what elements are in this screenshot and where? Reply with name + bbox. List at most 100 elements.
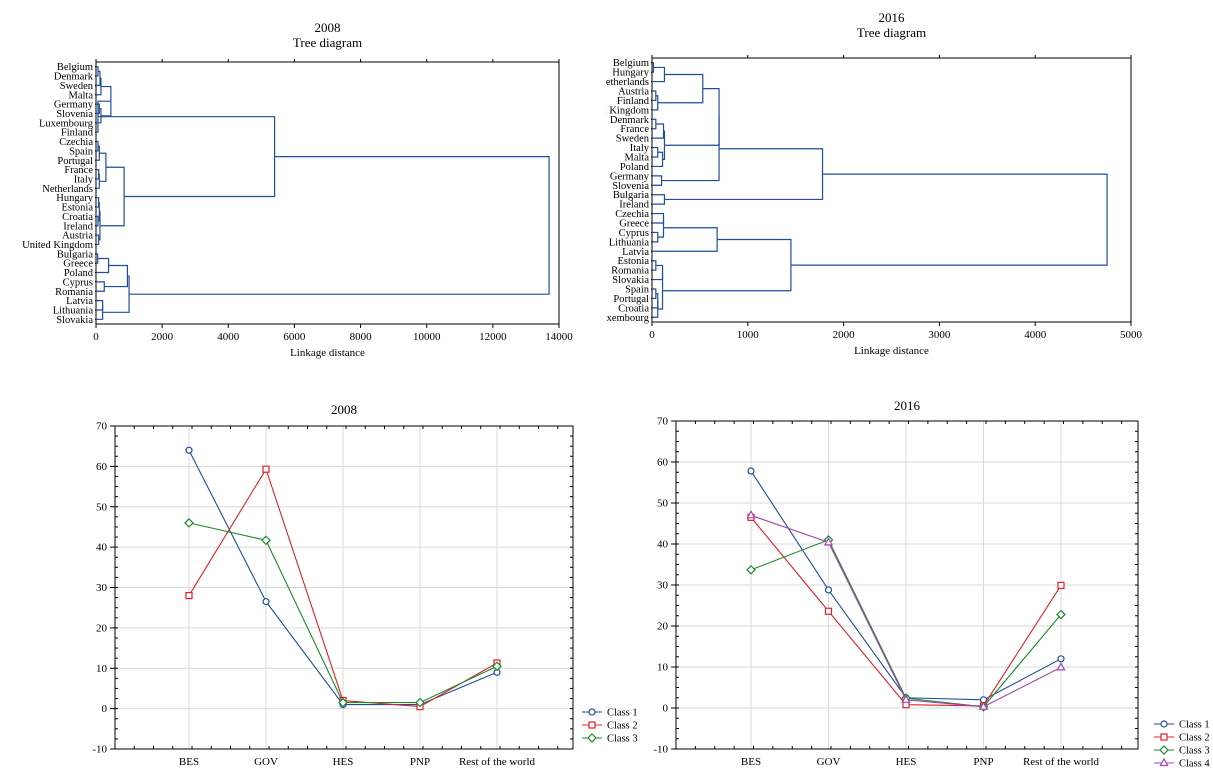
data-point xyxy=(184,518,194,528)
dendrogram-link xyxy=(652,288,657,300)
y-tick-label: 40 xyxy=(657,539,669,551)
plot-frame xyxy=(651,57,1132,323)
data-point xyxy=(185,591,193,600)
plot-frame xyxy=(95,61,560,325)
leaf-label: Ireland xyxy=(63,221,93,232)
x-tick-label: PNP xyxy=(973,756,993,768)
legend-label: Class 2 xyxy=(1179,733,1210,744)
chart-subtitle: Tree diagram xyxy=(857,25,926,40)
leaf-label: Spain xyxy=(69,146,94,157)
data-point xyxy=(1160,720,1168,728)
y-tick-label: 50 xyxy=(657,498,669,510)
y-tick-label: 10 xyxy=(657,662,669,674)
leaf-label: Poland xyxy=(620,162,650,173)
x-tick-label: HES xyxy=(333,756,354,768)
legend-label: Class 3 xyxy=(607,734,638,745)
plot-frame xyxy=(114,425,574,750)
data-point xyxy=(185,446,193,454)
leaf-label: Hungary xyxy=(56,193,93,204)
leaf-label: Estonia xyxy=(62,203,94,214)
leaf-label: Germany xyxy=(610,171,650,182)
chart-title: 2008 xyxy=(315,20,341,35)
y-tick-label: 0 xyxy=(102,703,108,715)
leaf-label: United Kingdom xyxy=(22,240,93,251)
series-class-4 xyxy=(746,510,1066,710)
data-point xyxy=(588,708,596,716)
x-tick-label: 0 xyxy=(649,329,655,341)
legend-entry: Class 1 xyxy=(582,708,638,719)
dendrogram-link xyxy=(664,88,720,146)
leaf-label: Belgium xyxy=(57,62,93,73)
data-point xyxy=(824,586,833,594)
dendrogram-link xyxy=(96,234,100,246)
leaf-label: Latvia xyxy=(622,247,649,258)
leaf-label: Netherlands xyxy=(606,77,649,88)
data-point xyxy=(747,467,755,475)
leaf-label: Hungary xyxy=(612,68,649,79)
dendrogram-link xyxy=(96,173,100,189)
data-point xyxy=(1159,757,1169,767)
y-tick-label: 30 xyxy=(657,580,669,592)
chart-line-2016: 2016 -10 0 10 20 30 40 50 60 70 BES GOV HES PNP Rest o… xyxy=(653,398,1210,770)
leaf-label: Romania xyxy=(611,266,649,277)
leaf-label: Spain xyxy=(625,285,650,296)
leaf-label: Slovenia xyxy=(612,181,649,192)
x-axis-label: Linkage distance xyxy=(854,345,929,357)
leaf-label: Luxembourg xyxy=(39,118,94,129)
legend-label: Class 1 xyxy=(607,708,638,719)
data-point xyxy=(587,733,597,743)
leaf-label: Austria xyxy=(618,87,649,98)
leaf-label: Italy xyxy=(74,174,94,185)
y-tick-label: 10 xyxy=(96,663,108,675)
chart-line-2008: 2008 -10 0 10 20 30 40 50 60 70 BES GOV HES PNP Rest o… xyxy=(92,402,638,768)
data-point xyxy=(262,598,270,606)
legend-label: Class 1 xyxy=(1179,720,1210,731)
x-tick-label: 2000 xyxy=(151,331,174,343)
leaf-label: Croatia xyxy=(618,303,649,314)
legend-label: Class 3 xyxy=(1179,746,1210,757)
leaf-label: Portugal xyxy=(613,294,649,305)
legend-entry: Class 3 xyxy=(1154,745,1210,757)
chart-title: 2016 xyxy=(879,10,906,25)
leaf-label: Sweden xyxy=(616,134,650,145)
dendrogram-link xyxy=(664,148,824,201)
leaf-label: Netherlands xyxy=(42,184,93,195)
dendrogram-link xyxy=(652,194,666,205)
y-tick-label: 50 xyxy=(96,501,108,513)
plot-frame xyxy=(675,420,1139,750)
y-tick-label: 30 xyxy=(96,582,108,594)
dendrogram-link xyxy=(662,130,666,160)
leaf-label: Denmark xyxy=(610,115,650,126)
leaf-label: Slovenia xyxy=(56,109,93,120)
x-tick-label: 4000 xyxy=(217,331,240,343)
leaf-label: Belgium xyxy=(613,58,649,69)
data-point xyxy=(824,607,833,615)
y-tick-label: 60 xyxy=(96,461,108,473)
dendrogram-link xyxy=(657,73,704,104)
leaf-label: Greece xyxy=(63,259,93,270)
x-tick-label: 2000 xyxy=(833,329,856,341)
x-tick-label: Rest of the world xyxy=(1023,756,1100,768)
x-tick-label: HES xyxy=(896,756,917,768)
dendrogram-link xyxy=(652,175,663,186)
leaf-label: Lithuania xyxy=(609,237,650,248)
x-tick-label: 8000 xyxy=(350,331,373,343)
leaf-label: Lithuania xyxy=(53,305,94,316)
y-tick-label: 60 xyxy=(657,457,669,469)
leaf-label: Malta xyxy=(69,90,94,101)
dendrogram-link xyxy=(657,272,664,310)
chart-title: 2016 xyxy=(894,398,921,413)
data-point xyxy=(823,537,834,546)
data-point xyxy=(1057,581,1065,590)
chart-subtitle: Tree diagram xyxy=(293,35,362,50)
dendrogram-link xyxy=(652,293,659,309)
y-tick-label: -10 xyxy=(653,744,668,756)
leaf-label: Cyprus xyxy=(63,277,93,288)
data-point xyxy=(1160,733,1168,741)
data-point xyxy=(1057,655,1065,663)
leaf-label: Romania xyxy=(55,287,93,298)
data-point xyxy=(588,721,596,729)
leaf-label: Cyprus xyxy=(619,228,649,239)
leaf-label: United Kingdom xyxy=(606,105,649,116)
